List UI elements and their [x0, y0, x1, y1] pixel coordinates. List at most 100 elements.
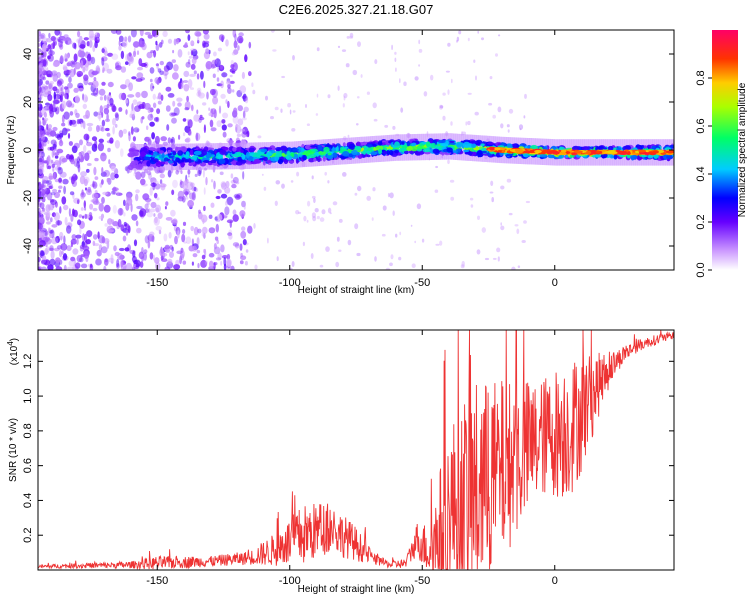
- spectrogram-noise-mark: [182, 221, 187, 226]
- spectrogram-noise-mark: [257, 135, 262, 139]
- colorbar-tick-label: 0.0: [695, 262, 707, 277]
- spectrogram-noise-mark: [80, 254, 85, 258]
- spectrogram-noise-mark: [102, 69, 105, 73]
- spectrogram-noise-mark: [59, 55, 64, 63]
- spectrogram-noise-mark: [123, 221, 127, 227]
- colorbar-tick-label: 0.4: [695, 166, 707, 181]
- spectrogram-noise-mark: [187, 51, 190, 56]
- spectrogram-noise-mark: [203, 248, 206, 254]
- spectrogram-noise-mark: [508, 212, 513, 216]
- spectrogram-noise-mark: [94, 41, 98, 49]
- spectrogram-noise-mark: [518, 124, 524, 130]
- spectrogram-noise-mark: [120, 148, 124, 158]
- spectrogram-noise-mark: [126, 197, 133, 206]
- spectrogram-band-mark: [388, 150, 394, 156]
- spectrogram-noise-mark: [384, 124, 389, 128]
- spectrogram-band-mark: [231, 153, 239, 157]
- spectrogram-band-mark: [581, 146, 590, 151]
- spectrogram-noise-mark: [92, 45, 96, 52]
- spectrogram-noise-mark: [40, 91, 44, 97]
- spectrogram-noise-mark: [516, 228, 520, 235]
- spectrogram-noise-mark: [156, 79, 160, 85]
- spectrogram-band-mark: [470, 140, 478, 144]
- spectrogram-noise-mark: [41, 259, 48, 265]
- spectrogram-noise-mark: [270, 116, 274, 120]
- spectrogram-core-mark: [573, 150, 584, 154]
- spectrogram-noise-mark: [53, 71, 57, 78]
- spectrogram-band-mark: [245, 152, 250, 159]
- spectrogram-noise-mark: [51, 163, 56, 168]
- spectrogram-noise-mark: [110, 165, 116, 172]
- snr-y-tick-label: 0.6: [22, 458, 34, 473]
- spectrogram-noise-mark: [93, 111, 99, 117]
- spectrogram-noise-mark: [252, 89, 256, 95]
- spectrogram-noise-mark: [48, 83, 52, 90]
- spectrogram-noise-mark: [182, 260, 187, 265]
- spectrogram-noise-mark: [196, 73, 200, 80]
- spectrogram-noise-mark: [151, 132, 156, 140]
- spectrogram-noise-mark: [42, 180, 50, 184]
- spectrogram-noise-mark: [154, 216, 158, 224]
- spectrogram-noise-mark: [184, 107, 190, 111]
- spectrogram-noise-mark: [70, 60, 76, 68]
- spectrogram-noise-mark: [226, 196, 234, 206]
- spectrogram-noise-mark: [153, 117, 159, 122]
- spectrogram-noise-mark: [111, 53, 119, 60]
- spectrogram-noise-mark: [171, 59, 176, 63]
- spectrogram-noise-mark: [70, 213, 74, 222]
- spectrogram-noise-mark: [234, 194, 241, 200]
- spectrogram-band-mark: [651, 145, 656, 150]
- spectrogram-noise-mark: [221, 254, 229, 259]
- spectrogram-noise-mark: [54, 152, 60, 156]
- spectrogram-noise-mark: [67, 133, 71, 139]
- spectrogram-core-mark: [617, 150, 627, 154]
- spectrogram-noise-mark: [88, 212, 93, 217]
- spectrogram-noise-mark: [55, 133, 61, 139]
- spectrogram-noise-mark: [434, 189, 439, 193]
- spectrogram-band-mark: [140, 147, 148, 153]
- spectrogram-noise-mark: [105, 118, 110, 123]
- spectrogram-noise-mark: [206, 91, 209, 100]
- spectrogram-noise-mark: [416, 203, 422, 210]
- spectrogram-noise-mark: [242, 139, 247, 143]
- spectrogram-noise-mark: [347, 134, 350, 138]
- spectrogram-noise-mark: [66, 245, 72, 252]
- spectrogram-noise-mark: [225, 99, 228, 104]
- spectrogram-core-mark: [591, 150, 597, 153]
- spectrogram-core-mark: [608, 151, 618, 155]
- spectrogram-noise-mark: [338, 249, 342, 252]
- spectrogram-band-mark: [318, 150, 327, 155]
- spectrogram-noise-mark: [221, 124, 227, 131]
- spectrogram-noise-mark: [68, 76, 72, 83]
- spectrogram-noise-mark: [83, 37, 89, 41]
- spectrogram-noise-mark: [525, 200, 531, 204]
- spectrogram-noise-mark: [418, 39, 421, 45]
- spectrogram-noise-mark: [54, 155, 59, 159]
- spectrogram-noise-mark: [394, 51, 397, 55]
- spectrogram-noise-mark: [165, 248, 171, 253]
- spectrogram-halo-mark: [221, 143, 225, 170]
- spectrogram-noise-mark: [150, 201, 157, 209]
- spectrogram-noise-mark: [170, 138, 174, 143]
- spectrogram-noise-mark: [38, 266, 41, 270]
- spectrogram-band-mark: [241, 153, 246, 160]
- spectrogram-noise-mark: [136, 50, 140, 55]
- spectrogram-noise-mark: [159, 60, 164, 66]
- colorbar-tick-label: 0.8: [695, 70, 707, 85]
- spectrogram-noise-mark: [59, 95, 63, 101]
- spectrogram-noise-mark: [143, 249, 148, 254]
- spectrogram-noise-mark: [103, 169, 110, 178]
- spectrogram-noise-mark: [201, 254, 206, 260]
- spectrogram-noise-mark: [176, 250, 183, 255]
- spectrogram-band-mark: [236, 147, 242, 153]
- spectrogram-noise-mark: [138, 104, 146, 109]
- spectrogram-band-mark: [607, 145, 614, 151]
- spectrogram-noise-mark: [85, 187, 87, 191]
- spectrogram-noise-mark: [183, 70, 190, 78]
- spectrogram-noise-mark: [86, 230, 93, 238]
- spectrogram-noise-mark: [220, 181, 227, 188]
- spectrogram-band-mark: [523, 153, 529, 158]
- spectrogram-noise-mark: [166, 61, 174, 71]
- spectrogram-noise-mark: [212, 96, 219, 105]
